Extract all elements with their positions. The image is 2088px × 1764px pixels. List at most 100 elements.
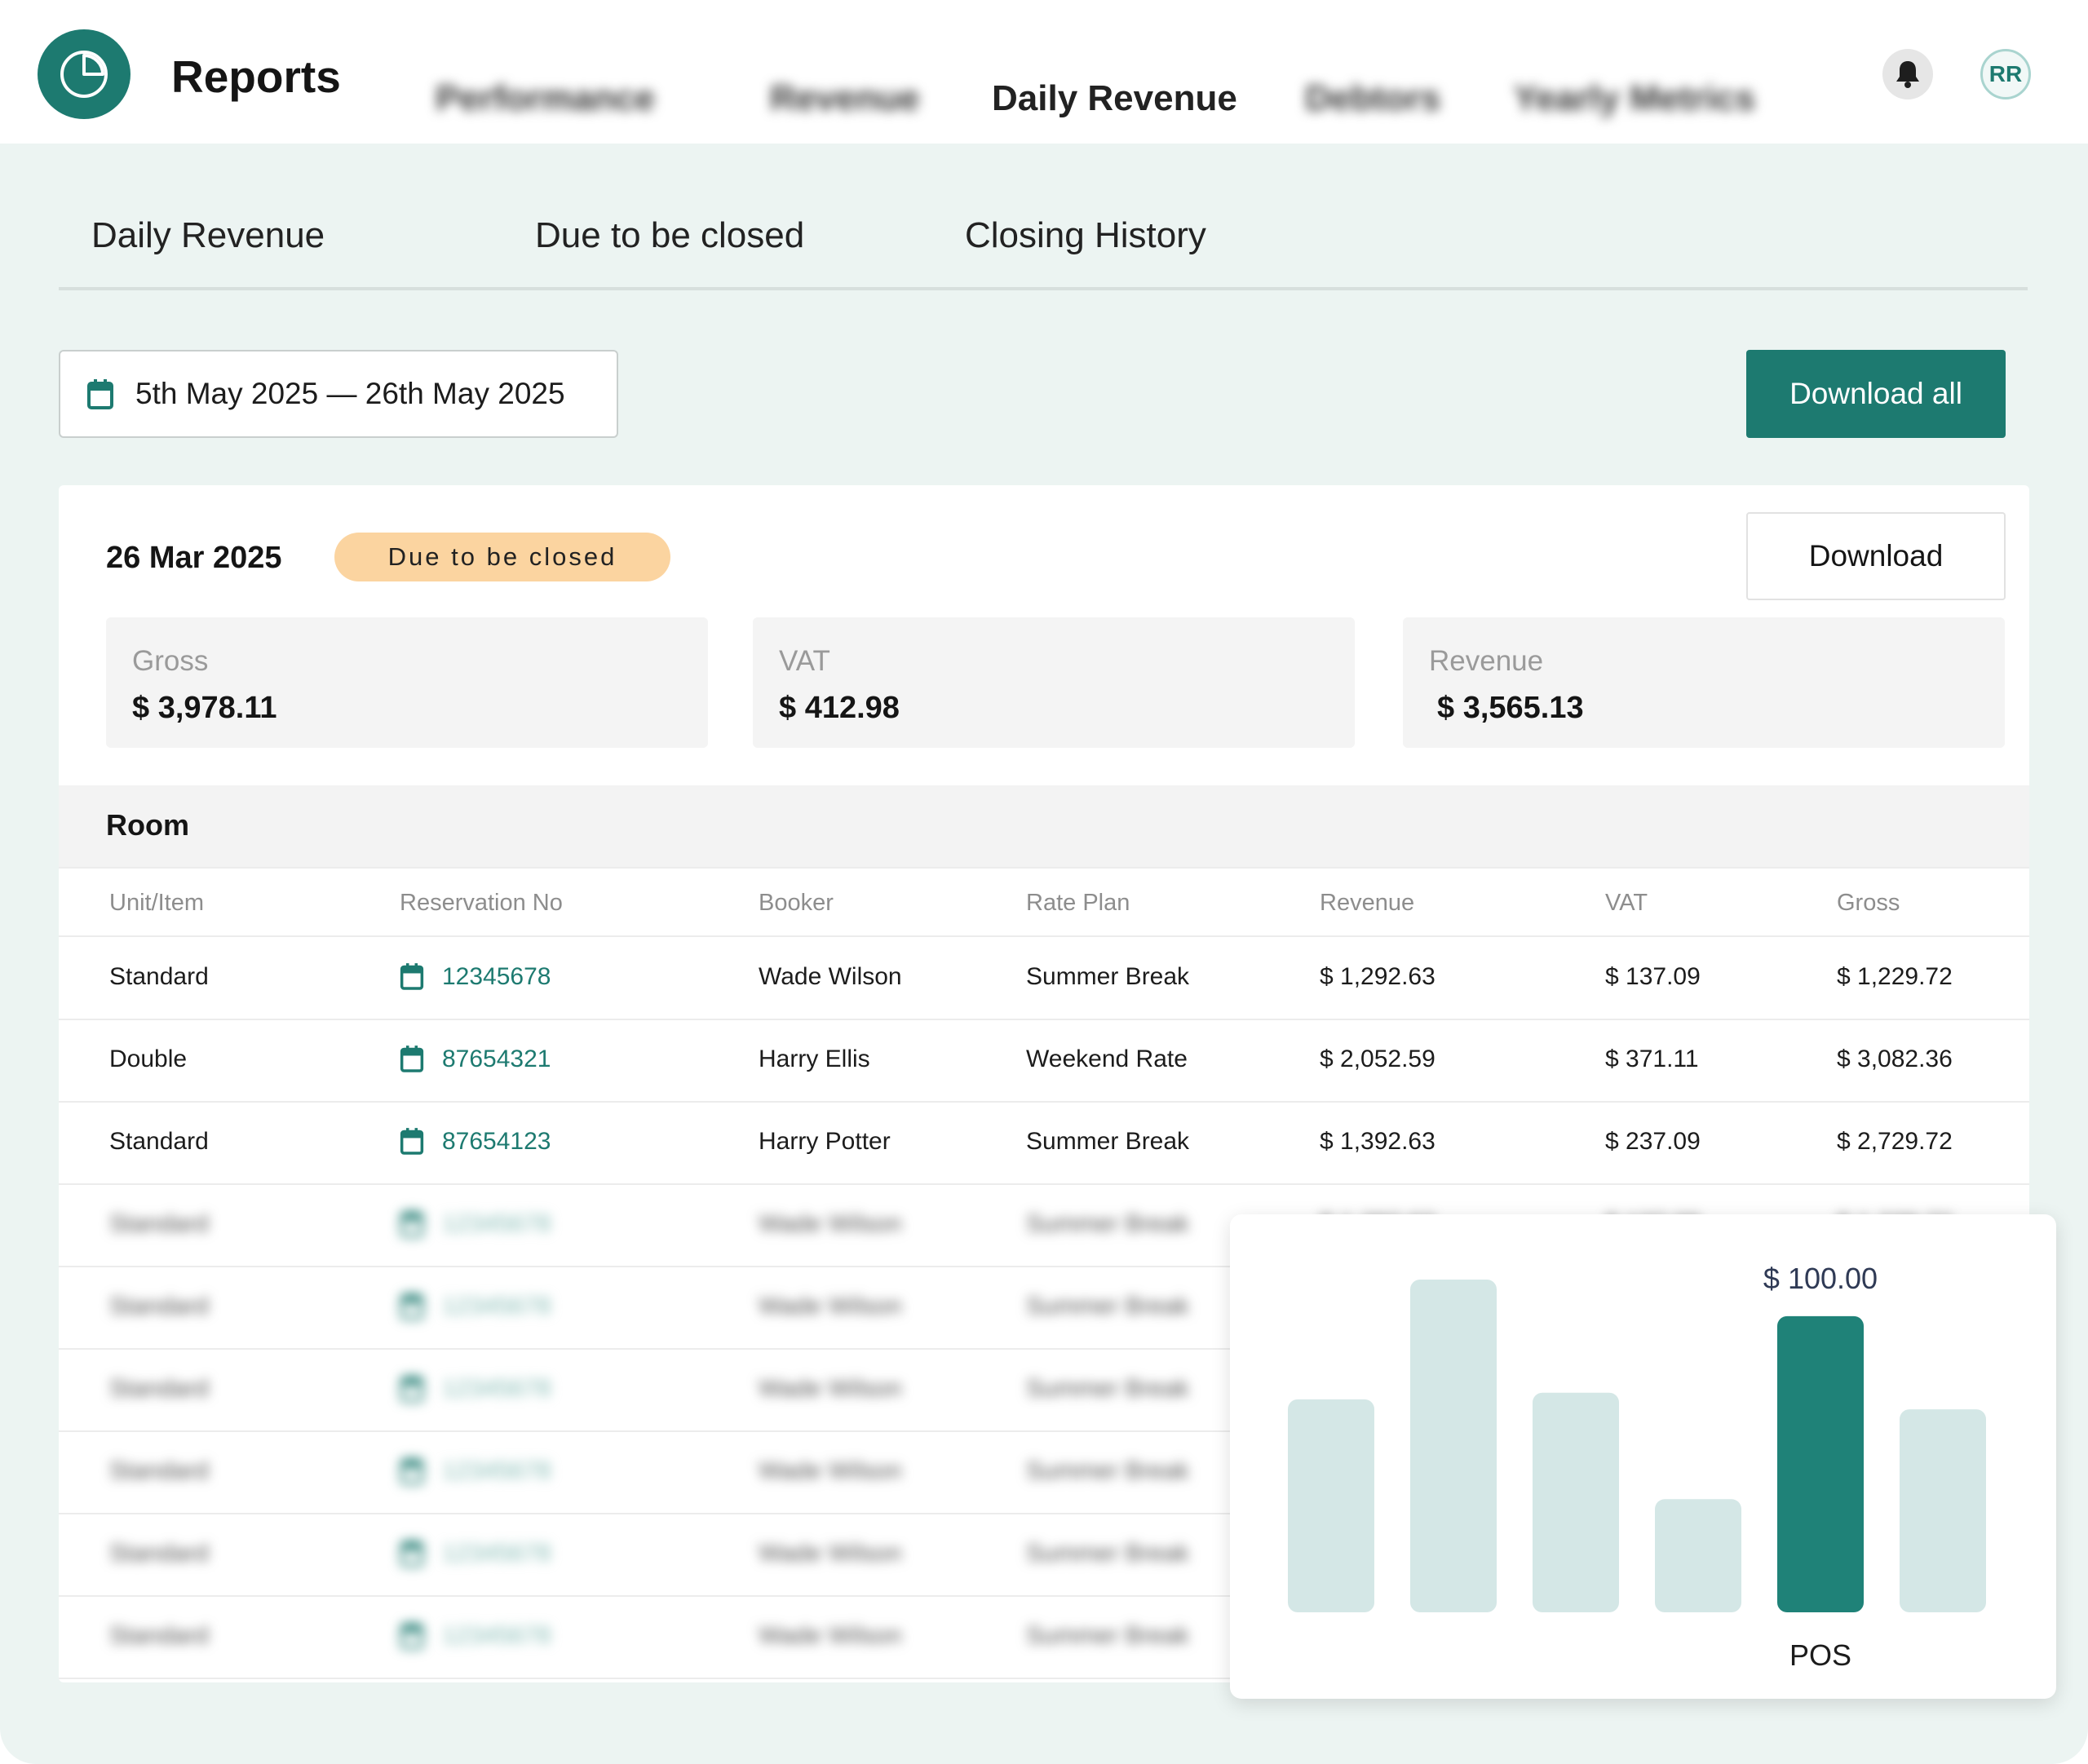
reservation-link[interactable]: 12345678 [442, 1457, 551, 1484]
table-row[interactable]: Standard 12345678 Wade Wilson Summer Break [59, 1433, 2029, 1514]
bar[interactable] [1288, 1399, 1374, 1612]
table-row[interactable]: Double 87654321 Harry Ellis Weekend Rate $ 2… [59, 1021, 2029, 1103]
table-cell: $ 1,392.63 [1320, 1128, 1436, 1155]
user-avatar[interactable]: RR [1980, 49, 2031, 99]
notifications-button[interactable] [1882, 49, 1933, 99]
table-cell: $ 237.09 [1605, 1128, 1701, 1155]
table-header: Unit/Item Reservation No Booker Rate Pla… [59, 867, 2029, 937]
subtab-daily-revenue[interactable]: Daily Revenue [91, 215, 325, 255]
nav-tab-performance[interactable]: Performance [436, 78, 656, 118]
table-cell: Standard [109, 1128, 209, 1155]
table-row[interactable]: Standard 12345678 Wade Wilson Summer Break [59, 1515, 2029, 1597]
metric-revenue: Revenue $ 3,565.13 [1403, 617, 2005, 748]
table-cell: Summer Break [1026, 1457, 1190, 1484]
table-cell: $ 1,229.72 [1837, 963, 1953, 990]
reservation-link[interactable]: 87654123 [442, 1128, 551, 1155]
calendar-icon [400, 1457, 424, 1484]
nav-tab-revenue[interactable]: Revenue [770, 78, 920, 118]
subtabs-divider [59, 287, 2028, 290]
bar[interactable] [1655, 1499, 1741, 1612]
bell-icon [1896, 61, 1919, 88]
status-badge: Due to be closed [334, 533, 670, 581]
nav-tab-yearly-metrics[interactable]: Yearly Metrics [1514, 78, 1755, 118]
table-row[interactable]: Standard 12345678 Wade Wilson Summer Break [59, 1351, 2029, 1432]
reservation-link[interactable]: 12345678 [442, 963, 551, 990]
nav-tab-daily-revenue[interactable]: Daily Revenue [992, 78, 1237, 118]
calendar-icon [400, 1046, 424, 1072]
pie-chart-icon [60, 51, 108, 98]
table-cell: Standard [109, 963, 209, 990]
app-logo[interactable] [38, 29, 130, 119]
table-cell: Wade Wilson [759, 1622, 902, 1649]
bar-category-label: POS [1789, 1638, 1851, 1672]
table-cell: Wade Wilson [759, 1293, 902, 1320]
date-range-picker[interactable]: 5th May 2025 — 26th May 2025 [59, 350, 618, 438]
table-cell: $ 371.11 [1605, 1046, 1699, 1072]
app-title: Reports [171, 51, 341, 102]
reservation-link[interactable]: 12345678 [442, 1540, 551, 1567]
table-cell: Wade Wilson [759, 1210, 902, 1237]
calendar-icon [400, 1622, 424, 1649]
metric-label: Revenue [1429, 645, 1544, 677]
section-header: Room [59, 785, 2029, 867]
table-cell: Summer Break [1026, 1540, 1190, 1567]
calendar-icon [87, 379, 113, 409]
table-cell: Standard [109, 1293, 209, 1320]
table-row[interactable]: Standard 12345678 Wade Wilson Summer Break $… [59, 939, 2029, 1020]
date-range-text: 5th May 2025 — 26th May 2025 [135, 377, 565, 410]
nav-tab-debtors[interactable]: Debtors [1305, 78, 1441, 118]
metric-value: $ 3,978.11 [132, 691, 277, 725]
bar-value-label: $ 100.00 [1763, 1262, 1878, 1295]
table-cell: Standard [109, 1210, 209, 1237]
bar[interactable] [1410, 1280, 1497, 1612]
metric-value: $ 412.98 [779, 691, 900, 725]
section-title: Room [106, 808, 189, 842]
table-cell: Wade Wilson [759, 1457, 902, 1484]
subtab-closing-history[interactable]: Closing History [965, 215, 1206, 255]
download-all-button[interactable]: Download all [1746, 350, 2006, 438]
column-header: Reservation No [400, 890, 563, 916]
column-header: VAT [1605, 890, 1648, 916]
calendar-icon [400, 1128, 424, 1155]
column-header: Rate Plan [1026, 890, 1130, 916]
metric-vat: VAT $ 412.98 [753, 617, 1355, 748]
download-button[interactable]: Download [1746, 512, 2006, 600]
bar-highlighted[interactable] [1777, 1315, 1864, 1612]
bar[interactable] [1900, 1409, 1986, 1612]
subtab-due-to-be-closed[interactable]: Due to be closed [535, 215, 805, 255]
column-header: Booker [759, 890, 834, 916]
table-cell: Standard [109, 1457, 209, 1484]
bar-chart: $ 100.00 POS [1288, 1262, 1986, 1672]
table-cell: Standard [109, 1540, 209, 1567]
table-row[interactable]: Standard 87654123 Harry Potter Summer Break… [59, 1103, 2029, 1185]
calendar-icon [400, 963, 424, 990]
table-cell: Harry Ellis [759, 1046, 870, 1072]
metric-gross: Gross $ 3,978.11 [106, 617, 708, 748]
reservation-link[interactable]: 12345678 [442, 1622, 551, 1649]
table-cell: Summer Break [1026, 1293, 1190, 1320]
table-cell: Summer Break [1026, 1622, 1190, 1649]
table-cell: Wade Wilson [759, 1540, 902, 1567]
metric-value: $ 3,565.13 [1437, 691, 1584, 725]
report-date: 26 Mar 2025 [106, 541, 282, 575]
table-cell: Summer Break [1026, 963, 1190, 990]
table-cell: Wade Wilson [759, 1375, 902, 1402]
table-row[interactable]: Standard 12345678 Wade Wilson Summer Break [59, 1598, 2029, 1679]
reservation-link[interactable]: 87654321 [442, 1046, 551, 1072]
top-bar: Reports Performance Revenue Daily Revenu… [0, 0, 2088, 144]
table-cell: $ 137.09 [1605, 963, 1701, 990]
table-row[interactable]: Standard 12345678 Wade Wilson Summer Break [59, 1268, 2029, 1350]
reservation-link[interactable]: 12345678 [442, 1375, 551, 1402]
column-header: Unit/Item [109, 890, 205, 916]
column-header: Gross [1837, 890, 1900, 916]
table-cell: Summer Break [1026, 1128, 1190, 1155]
table-cell: Double [109, 1046, 188, 1072]
bar[interactable] [1533, 1392, 1619, 1612]
calendar-icon [400, 1540, 424, 1567]
table-cell: Harry Potter [759, 1128, 891, 1155]
table-cell: $ 3,082.36 [1837, 1046, 1953, 1072]
reservation-link[interactable]: 12345678 [442, 1210, 551, 1237]
calendar-icon [400, 1210, 424, 1237]
table-cell: $ 2,729.72 [1837, 1128, 1953, 1155]
reservation-link[interactable]: 12345678 [442, 1293, 551, 1320]
